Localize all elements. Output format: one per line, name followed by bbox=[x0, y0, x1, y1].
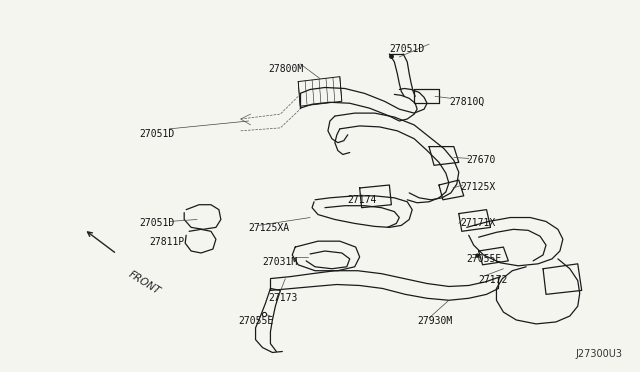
Text: 27051D: 27051D bbox=[140, 218, 175, 228]
Text: 27800M: 27800M bbox=[268, 64, 304, 74]
Text: 27125X: 27125X bbox=[461, 182, 496, 192]
Text: 27051D: 27051D bbox=[389, 44, 425, 54]
Text: FRONT: FRONT bbox=[127, 269, 162, 296]
Text: 27172: 27172 bbox=[479, 275, 508, 285]
Text: 27930M: 27930M bbox=[417, 316, 452, 326]
Text: 27810Q: 27810Q bbox=[449, 96, 484, 106]
Text: 27171X: 27171X bbox=[461, 218, 496, 228]
Text: 27051D: 27051D bbox=[140, 129, 175, 139]
Text: 27125XA: 27125XA bbox=[248, 224, 290, 234]
Text: 27174: 27174 bbox=[348, 195, 377, 205]
Text: 27811P: 27811P bbox=[150, 237, 185, 247]
Text: 27055E: 27055E bbox=[239, 316, 274, 326]
Text: 27173: 27173 bbox=[268, 294, 298, 304]
Text: 27055E: 27055E bbox=[467, 254, 502, 264]
Text: 27670: 27670 bbox=[467, 155, 496, 166]
Text: J27300U3: J27300U3 bbox=[575, 349, 622, 359]
Text: 27031M: 27031M bbox=[262, 257, 298, 267]
